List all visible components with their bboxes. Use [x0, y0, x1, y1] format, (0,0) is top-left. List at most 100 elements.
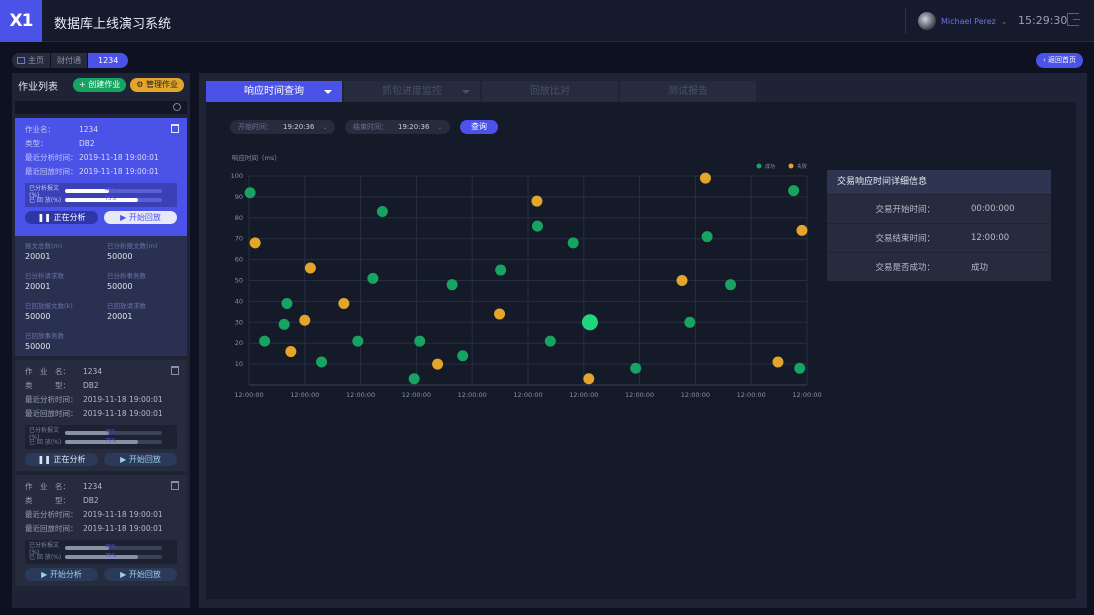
job-card-selected[interactable]: 作业名： 1234 类型： DB2 最近分析时间： 2019-11-18 19:00:… — [15, 118, 187, 236]
progress-box: 已分析报文(%) 45% 已 回 放(%) 75% — [25, 425, 177, 449]
replay-time: 2019-11-18 19:00:01 — [79, 167, 159, 176]
manage-job-button[interactable]: ⚙ 管理作业 — [130, 78, 184, 92]
back-home-label: 返回首页 — [1048, 56, 1077, 64]
logout-icon[interactable] — [1067, 13, 1080, 26]
success-point — [408, 373, 420, 385]
job-search-input[interactable] — [15, 101, 187, 114]
trash-icon[interactable] — [171, 481, 179, 490]
progress-label: 已分析报文(%) — [29, 184, 60, 199]
progress-label: 已 回 放(%) — [29, 197, 62, 204]
job-name: 1234 — [79, 125, 99, 134]
trash-icon[interactable] — [171, 366, 179, 375]
x-tick-label: 12:00:00 — [234, 391, 263, 399]
success-point — [281, 297, 293, 309]
replay-time-label: 最近回放时间： — [25, 167, 78, 176]
chevron-down-icon — [324, 90, 332, 94]
y-tick-label: 40 — [235, 297, 243, 305]
progress-label: 已 回 放(%) — [29, 439, 62, 446]
start-replay-label: 开始回放 — [128, 455, 161, 464]
start-replay-button[interactable]: ▶ 开始回放 — [104, 211, 177, 224]
tab-label: 测试报告 — [668, 86, 708, 97]
success-point — [457, 350, 469, 362]
x-tick-label: 12:00:00 — [513, 391, 542, 399]
create-job-button[interactable]: + 创建作业 — [73, 78, 127, 92]
fail-point — [531, 195, 543, 207]
clock: 15:29:30 — [1018, 14, 1068, 27]
start-time-value: 19:20:36 — [283, 123, 315, 131]
analysis-time-label: 最近分析时间： — [25, 510, 78, 519]
analyzing-label: 正在分析 — [53, 455, 86, 464]
progress-value: 45% — [105, 428, 117, 435]
tab-label: 回放比对 — [530, 86, 570, 97]
job-name: 1234 — [83, 482, 103, 491]
stat-label: 已回放请求数 — [107, 302, 146, 310]
query-button[interactable]: 查询 — [460, 120, 498, 134]
user-menu[interactable]: Michael Perez ⌄ — [905, 8, 1008, 34]
detail-label: 交易结束时间： — [875, 234, 935, 244]
response-time-scatter-chart: 响应时间（ms） 成功 失败 10 20 30 40 50 60 70 80 90 100 12:0… — [231, 153, 822, 399]
start-time-select[interactable]: 开始时间： 19:20:36 ⌄ — [230, 120, 336, 134]
analyzing-button[interactable]: ❚❚ 正在分析 — [25, 453, 98, 466]
job-type-label: 类 型： — [25, 381, 70, 390]
end-time-select[interactable]: 结束时间： 19:20:36 ⌄ — [345, 120, 451, 134]
progress-bar: 45% — [65, 186, 162, 193]
home-icon — [17, 57, 25, 64]
progress-bar: 75% — [65, 196, 162, 202]
y-tick-label: 60 — [235, 256, 243, 264]
success-point — [684, 316, 696, 328]
progress-box: 已分析报文(%) 45% 已 回 放(%) 75% — [25, 183, 177, 207]
job-card[interactable]: 作 业 名： 1234 类 型： DB2 最近分析时间： 2019-11-18 19:… — [15, 475, 187, 586]
user-name: Michael Perez — [941, 16, 996, 26]
fail-point — [338, 297, 350, 309]
detail-label: 交易是否成功： — [875, 263, 935, 273]
job-list-panel: 作业列表 + 创建作业 ⚙ 管理作业 作业名： 1234 类型： DB2 最近分析时… — [12, 73, 190, 608]
chevron-down-icon: ⌄ — [1000, 16, 1008, 26]
success-point — [725, 279, 737, 291]
stat-label: 报文总数(m) — [25, 242, 63, 250]
start-analysis-button[interactable]: ▶ 开始分析 — [25, 568, 98, 581]
back-home-button[interactable]: ‹ 返回首页 — [1036, 53, 1084, 68]
tab-replay-compare[interactable]: 回放比对 — [482, 81, 618, 102]
stat-value: 20001 — [25, 282, 51, 291]
manage-job-label: 管理作业 — [146, 80, 178, 89]
success-point — [259, 335, 271, 347]
x-tick-label: 12:00:00 — [625, 391, 654, 399]
stat-label: 已分析请求数 — [25, 272, 64, 280]
start-replay-button[interactable]: ▶ 开始回放 — [104, 453, 177, 466]
success-point — [544, 335, 556, 347]
fail-point — [304, 262, 316, 274]
analysis-time-label: 最近分析时间： — [25, 153, 78, 162]
breadcrumb-home[interactable]: 主页 — [12, 53, 50, 68]
success-point — [414, 335, 426, 347]
job-type: DB2 — [83, 381, 99, 390]
tab-capture-progress[interactable]: 抓包进度监控 — [344, 81, 480, 102]
replay-time: 2019-11-18 19:00:01 — [83, 409, 163, 418]
progress-value: 45% — [105, 186, 117, 193]
x-tick-label: 12:00:00 — [458, 391, 487, 399]
success-point — [788, 185, 800, 197]
app-logo: X1 — [0, 0, 42, 42]
x-tick-label: 12:00:00 — [569, 391, 598, 399]
progress-label: 已分析报文(%) — [29, 541, 60, 556]
stat-value: 50000 — [107, 252, 133, 261]
top-bar: X1 数据库上线演习系统 Michael Perez ⌄ 15:29:30 — [0, 0, 1094, 42]
trash-icon[interactable] — [171, 124, 179, 133]
success-point — [376, 206, 388, 218]
progress-label: 已分析报文(%) — [29, 426, 60, 441]
start-replay-button[interactable]: ▶ 开始回放 — [104, 568, 177, 581]
success-point — [701, 231, 713, 243]
start-analysis-label: 开始分析 — [49, 570, 82, 579]
analyzing-button[interactable]: ❚❚ 正在分析 — [25, 211, 98, 224]
job-type-label: 类 型： — [25, 496, 70, 505]
legend-fail-swatch — [788, 163, 794, 169]
breadcrumb-tenpay[interactable]: 财付通 — [51, 53, 87, 68]
breadcrumb-current[interactable]: 1234 — [88, 53, 129, 68]
x-tick-label: 12:00:00 — [346, 391, 375, 399]
progress-value: 75% — [105, 437, 117, 444]
tab-response-time[interactable]: 响应时间查询 — [206, 81, 342, 102]
job-card[interactable]: 作 业 名： 1234 类 型： DB2 最近分析时间： 2019-11-18 19:… — [15, 360, 187, 471]
tab-test-report[interactable]: 测试报告 — [620, 81, 756, 102]
detail-value: 12:00:00 — [971, 233, 1010, 243]
y-axis-label: 响应时间（ms） — [232, 153, 281, 162]
create-job-label: 创建作业 — [88, 80, 121, 89]
